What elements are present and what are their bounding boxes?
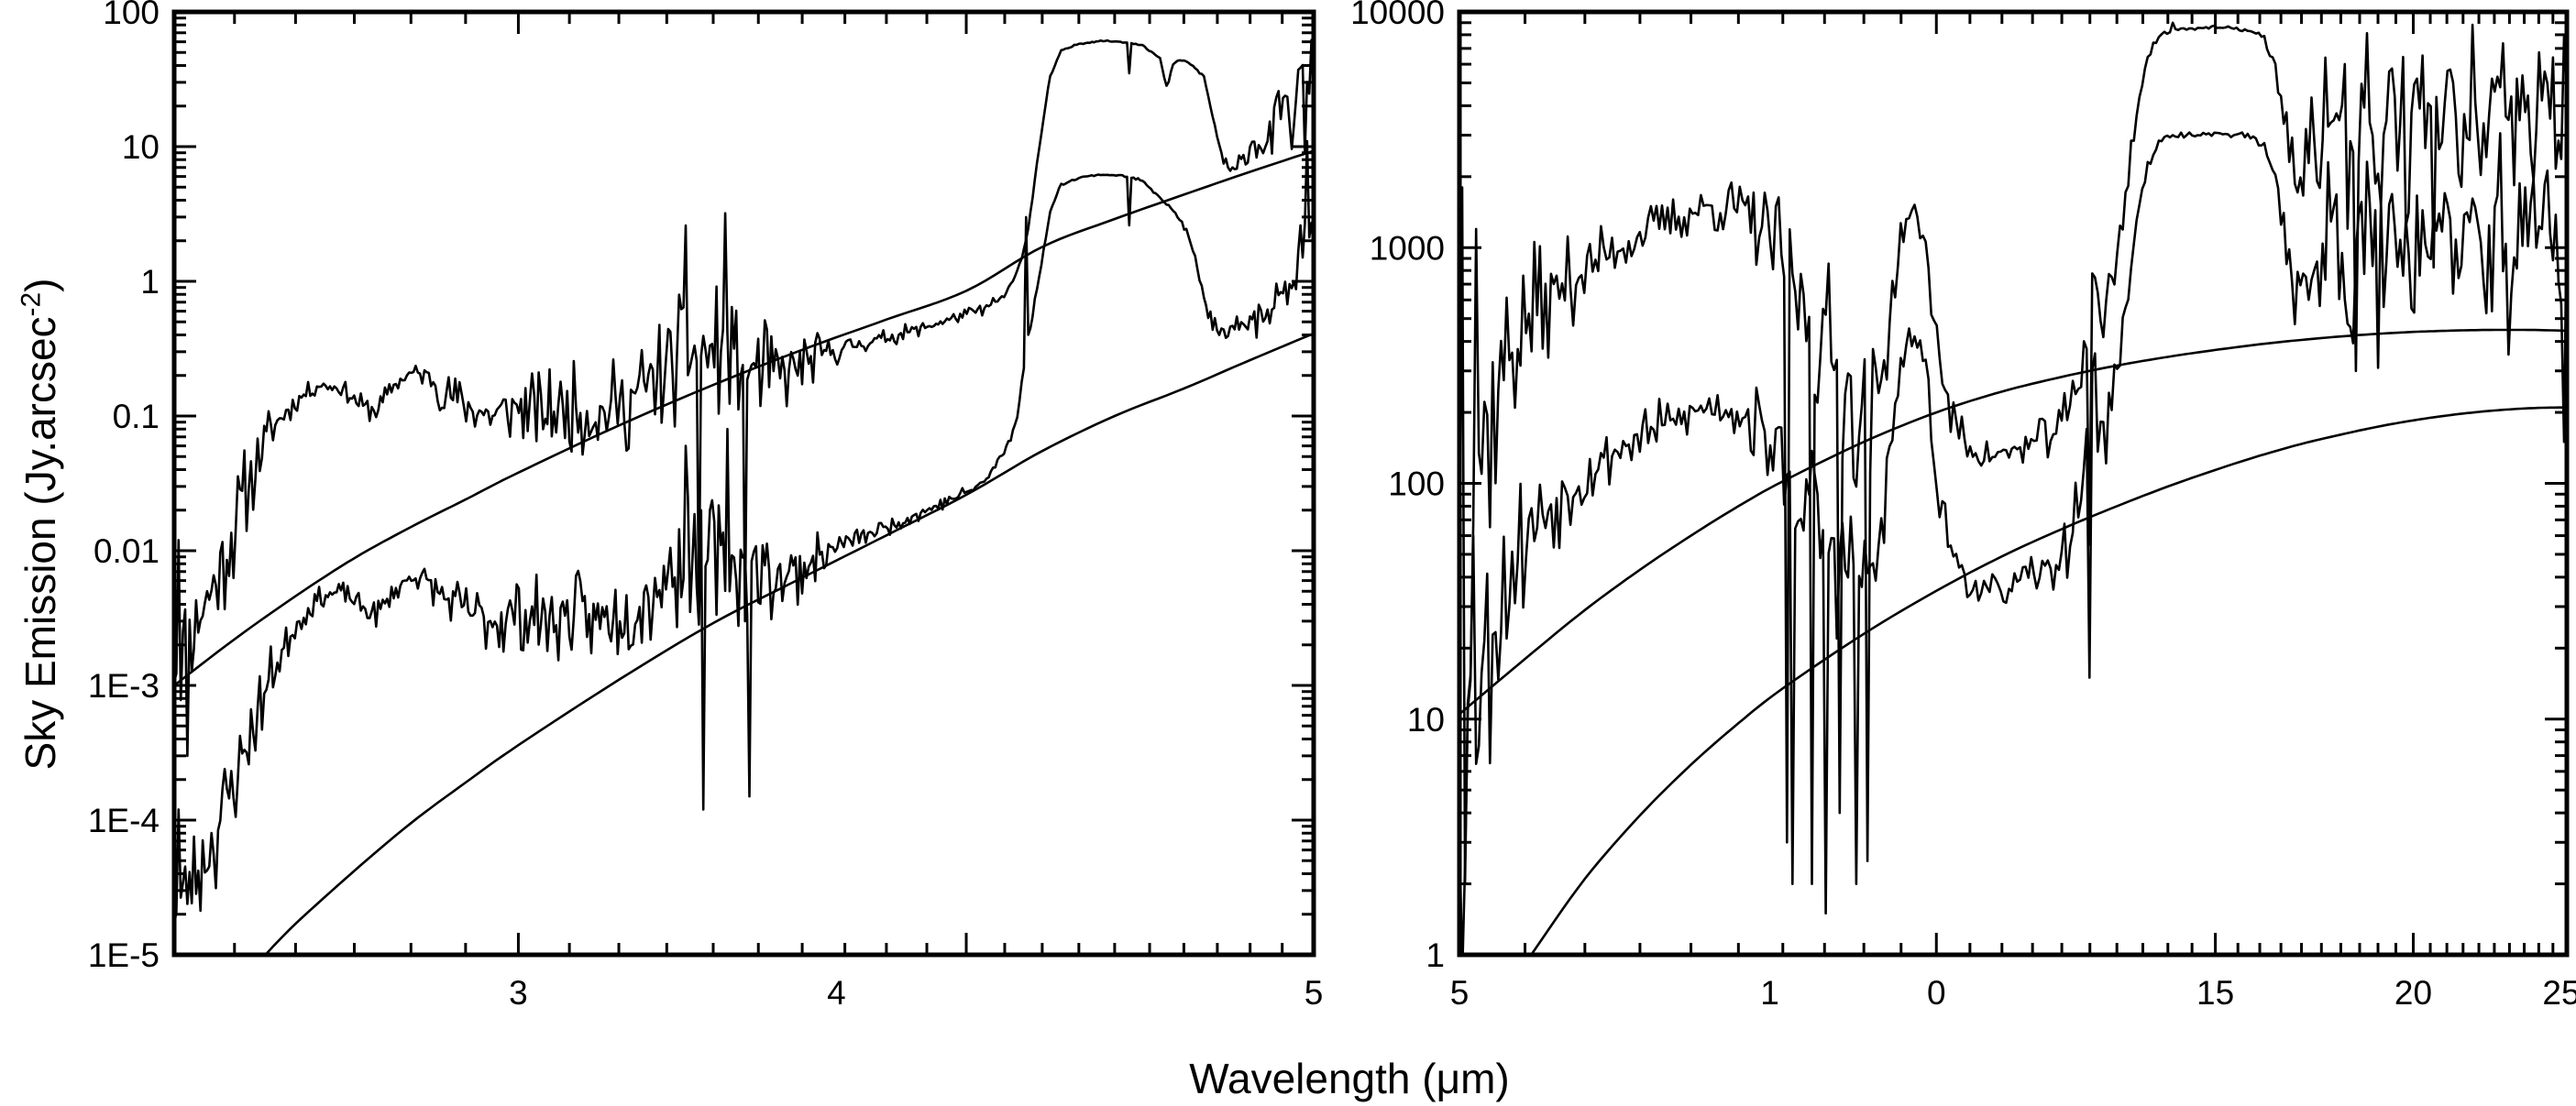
y-tick-label: 100: [103, 0, 160, 31]
y-tick-labels: 10000 1000 100 10 1: [1350, 0, 1445, 974]
y-tick-labels: 100 10 1 0.1 0.01 1E-3 1E-4 1E-5: [88, 0, 160, 974]
axis-ticks: [1459, 12, 2569, 955]
y-tick-label: 10000: [1350, 0, 1445, 31]
plot-box: [171, 9, 1316, 958]
x-tick-label: 5: [1305, 974, 1324, 1012]
x-tick-label: 25: [2542, 974, 2576, 1012]
y-tick-label: 0.1: [113, 398, 160, 435]
curves: [174, 38, 1314, 955]
x-tick-labels: 3 4 5: [509, 974, 1323, 1012]
y-tick-label: 10: [1407, 701, 1445, 739]
y-tick-label: 1: [1426, 936, 1445, 974]
curves: [1459, 21, 2567, 955]
y-tick-label: 1000: [1370, 229, 1445, 267]
sky-spectrum-bright-curve: [174, 38, 1314, 758]
sky-spectrum-faint-curve: [1459, 131, 2567, 955]
panel-near-infrared: 3 4 5 100 10 1 0.1 0.01 1E-3 1E-4 1E-5: [88, 0, 1323, 1012]
y-axis-title-close: ): [17, 278, 64, 292]
plot-box: [1457, 9, 2570, 958]
y-tick-label: 1E-3: [88, 667, 160, 705]
thermal-emission-warm-curve: [1459, 328, 2567, 716]
x-tick-label: 1: [1760, 974, 1779, 1012]
x-axis-title: Wavelength (μm): [1189, 1055, 1510, 1102]
x-tick-label: 5: [1450, 974, 1470, 1012]
y-axis-title-text: Sky Emission (Jy.arcsec: [17, 316, 64, 771]
y-tick-label: 1: [140, 263, 160, 301]
x-tick-label: 3: [509, 974, 528, 1012]
x-tick-label: 0: [1927, 974, 1946, 1012]
thermal-emission-cool-curve: [264, 332, 1314, 955]
y-tick-label: 10: [122, 128, 160, 166]
sky-spectrum-faint-curve: [174, 139, 1314, 926]
y-axis-title: Sky Emission (Jy.arcsec-2): [16, 279, 65, 771]
y-tick-label: 1E-4: [88, 802, 160, 839]
x-tick-label: 4: [827, 974, 846, 1012]
x-tick-label: 15: [2196, 974, 2234, 1012]
thermal-emission-cool-curve: [1530, 406, 2567, 955]
y-tick-label: 100: [1388, 465, 1445, 503]
y-axis-title-exponent: -2: [16, 291, 47, 317]
thermal-emission-warm-curve: [174, 149, 1314, 687]
y-tick-label: 1E-5: [88, 936, 160, 974]
x-tick-label: 20: [2394, 974, 2432, 1012]
x-tick-labels: 5 1 0 15 20 25: [1450, 974, 2576, 1012]
sky-spectrum-bright-curve: [1459, 21, 2567, 885]
y-tick-label: 0.01: [94, 532, 160, 570]
